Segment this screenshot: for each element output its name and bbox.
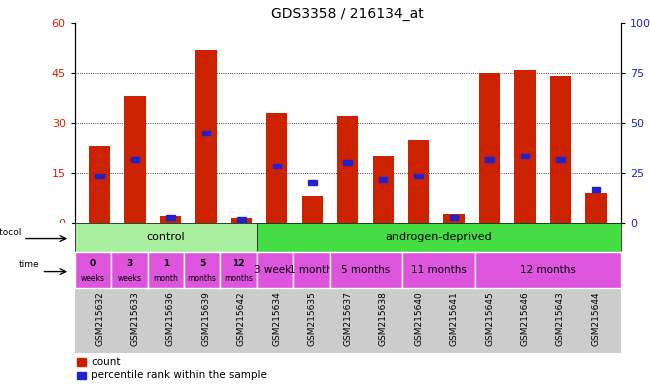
Bar [450,215,458,220]
Bar [308,180,317,185]
Bar [231,218,252,223]
Text: GSM215638: GSM215638 [379,291,387,346]
Text: GSM215644: GSM215644 [592,291,601,346]
Bar [96,174,104,179]
Bar [550,76,571,223]
Text: 1 month: 1 month [289,265,333,275]
Bar [372,156,394,223]
Bar [585,193,606,223]
Text: 12 months: 12 months [520,265,576,275]
Text: GSM215645: GSM215645 [485,291,494,346]
Bar [379,177,387,182]
Bar [237,217,246,222]
Text: androgen-deprived: androgen-deprived [385,232,492,242]
Bar [521,154,529,159]
Bar [195,50,216,223]
Text: GSM215633: GSM215633 [131,291,140,346]
Text: months: months [224,275,253,283]
Bar [514,70,536,223]
Text: GSM215643: GSM215643 [556,291,565,346]
Bar [592,187,600,192]
Text: GSM215646: GSM215646 [521,291,530,346]
Bar [77,358,86,366]
Bar [343,161,352,165]
Bar [337,116,358,223]
Text: 0: 0 [90,259,96,268]
Title: GDS3358 / 216134_at: GDS3358 / 216134_at [272,7,424,21]
Text: 3: 3 [126,259,133,268]
Bar [486,157,494,162]
Text: GSM215635: GSM215635 [308,291,317,346]
Text: months: months [188,275,216,283]
Text: GSM215642: GSM215642 [237,291,246,346]
Bar [556,157,565,162]
Text: GSM215632: GSM215632 [95,291,104,346]
Text: weeks: weeks [81,275,105,283]
Text: 5: 5 [199,259,205,268]
Bar [124,96,146,223]
Text: time: time [19,260,40,269]
Bar [77,372,86,379]
Text: 5 months: 5 months [341,265,391,275]
Bar [272,164,281,169]
Bar [89,146,111,223]
Text: 1: 1 [162,259,169,268]
Bar [302,196,323,223]
Bar [443,214,465,223]
Text: percentile rank within the sample: percentile rank within the sample [91,370,267,380]
Bar [479,73,501,223]
Text: count: count [91,357,121,367]
Bar [266,113,287,223]
Text: 12: 12 [232,259,245,268]
Text: GSM215639: GSM215639 [202,291,211,346]
Bar [202,131,210,135]
Text: growth protocol: growth protocol [0,228,21,237]
Text: GSM215636: GSM215636 [166,291,175,346]
Text: weeks: weeks [118,275,141,283]
Bar [408,139,429,223]
Text: control: control [146,232,185,242]
Text: GSM215641: GSM215641 [450,291,459,346]
Text: GSM215637: GSM215637 [343,291,352,346]
Text: 3 weeks: 3 weeks [254,265,296,275]
Bar [131,157,139,162]
Bar [415,174,423,179]
Text: GSM215640: GSM215640 [414,291,423,346]
Bar [160,216,181,223]
Text: 11 months: 11 months [411,265,467,275]
Text: GSM215634: GSM215634 [272,291,281,346]
Bar [166,215,175,220]
Text: month: month [153,275,178,283]
